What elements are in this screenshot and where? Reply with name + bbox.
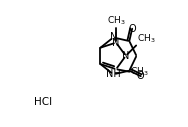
Text: HCl: HCl xyxy=(33,97,52,107)
Text: CH$_3$: CH$_3$ xyxy=(137,32,155,45)
Text: N: N xyxy=(110,32,117,42)
Text: N: N xyxy=(122,51,129,61)
Text: CH$_3$: CH$_3$ xyxy=(107,15,125,27)
Text: N: N xyxy=(112,38,120,48)
Text: CH$_3$: CH$_3$ xyxy=(130,65,149,78)
Text: O: O xyxy=(137,71,145,81)
Text: O: O xyxy=(128,24,136,34)
Text: NH: NH xyxy=(106,69,121,79)
